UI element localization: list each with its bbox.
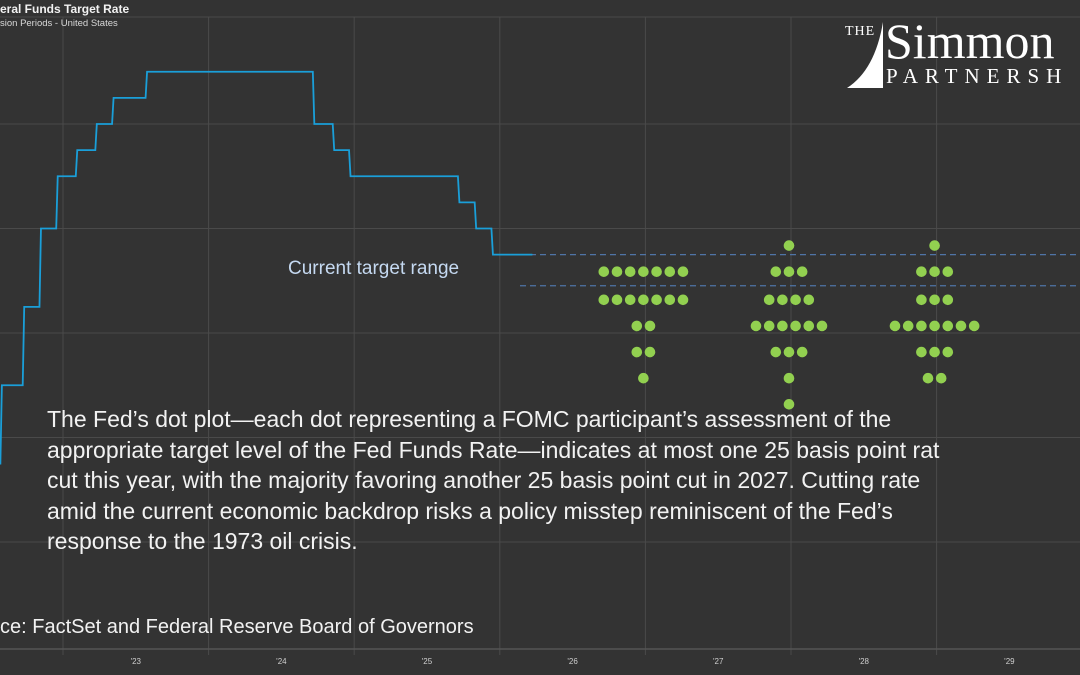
fomc-projection-dot	[922, 372, 934, 384]
fomc-projection-dot	[968, 320, 980, 332]
fomc-projection-dot	[777, 294, 788, 306]
fomc-projection-dot	[929, 346, 940, 358]
fomc-projection-dot	[783, 266, 795, 277]
chart-subtitle: sion Periods - United States	[0, 18, 118, 29]
fomc-projection-dot	[763, 320, 775, 332]
fomc-projection-dot	[935, 372, 947, 384]
x-tick-label: '29	[1004, 657, 1015, 666]
x-tick-label: '25	[422, 657, 433, 666]
x-tick-label: '23	[131, 657, 142, 666]
fomc-projection-dot	[644, 346, 656, 358]
fed-funds-rate-line	[0, 70, 533, 465]
fomc-projection-dot	[631, 346, 643, 358]
fomc-projection-dot	[638, 372, 649, 384]
fomc-projection-dot	[644, 320, 656, 332]
fomc-projection-dot	[942, 320, 954, 332]
fomc-projection-dot	[770, 346, 782, 358]
fomc-projection-dot	[677, 294, 689, 306]
fomc-projection-dot	[816, 320, 828, 332]
fomc-projection-dot	[955, 320, 967, 332]
fomc-projection-dot	[889, 320, 901, 332]
fomc-projection-dot	[783, 240, 795, 251]
fomc-projection-dot	[664, 294, 676, 306]
fomc-projection-dot	[790, 320, 801, 332]
fomc-projection-dot	[783, 372, 795, 384]
fomc-projection-dot	[916, 294, 927, 306]
source-note: ce: FactSet and Federal Reserve Board of…	[0, 616, 474, 638]
fomc-projection-dot	[677, 266, 689, 277]
paragraph-line: appropriate target level of the Fed Fund…	[47, 436, 940, 463]
paragraph-line: amid the current economic backdrop risks…	[47, 497, 893, 524]
fomc-projection-dot	[790, 294, 801, 306]
fomc-projection-dot	[664, 266, 676, 277]
current-target-range-label: Current target range	[288, 258, 460, 279]
fomc-projection-dot	[783, 346, 795, 358]
fomc-projection-dot	[916, 320, 927, 332]
fomc-projection-dot	[902, 320, 914, 332]
commentary-paragraph: The Fed’s dot plot—each dot representing…	[47, 404, 939, 557]
fomc-projection-dot	[763, 294, 775, 306]
fomc-projection-dot	[638, 266, 649, 277]
fomc-projection-dot	[929, 240, 940, 251]
fomc-projection-dot	[803, 294, 815, 306]
fomc-projection-dot	[611, 294, 623, 306]
fomc-projection-dot	[916, 266, 927, 277]
fomc-projection-dot	[651, 266, 662, 277]
fomc-projection-dot	[803, 320, 815, 332]
fomc-projection-dot	[942, 266, 954, 277]
fomc-projection-dot	[916, 346, 927, 358]
fomc-projection-dot	[750, 320, 762, 332]
x-tick-label: '24	[276, 657, 287, 666]
fomc-projection-dot	[929, 320, 940, 332]
fomc-projection-dot	[598, 294, 610, 306]
fomc-projection-dot	[611, 266, 623, 277]
fomc-projection-dot	[929, 266, 940, 277]
fomc-projection-dot	[631, 320, 643, 332]
paragraph-line: cut this year, with the majority favorin…	[47, 467, 921, 493]
fomc-projection-dot	[942, 346, 954, 358]
fomc-projection-dot	[598, 266, 610, 277]
fomc-projection-dot	[638, 294, 649, 306]
x-tick-label: '26	[567, 657, 578, 666]
chart-title: eral Funds Target Rate	[0, 2, 130, 16]
fomc-projection-dot	[942, 294, 954, 306]
fomc-projection-dot	[770, 266, 782, 277]
fomc-projection-dot	[624, 266, 636, 277]
logo-the: THE	[845, 24, 876, 39]
fomc-projection-dot	[651, 294, 662, 306]
paragraph-line: The Fed’s dot plot—each dot representing…	[47, 406, 892, 432]
fomc-projection-dot	[929, 294, 940, 306]
logo-name: Simmon	[885, 13, 1055, 69]
fomc-projection-dot	[796, 266, 808, 277]
fomc-projection-dot	[796, 346, 808, 358]
simmons-partnership-logo: THE Simmon PARTNERSH	[845, 13, 1080, 90]
fomc-projection-dot	[783, 399, 795, 410]
fomc-projection-dot	[624, 294, 636, 306]
x-tick-label: '28	[859, 657, 870, 666]
paragraph-line: response to the 1973 oil crisis.	[47, 528, 358, 554]
x-tick-label: '27	[713, 657, 724, 666]
logo-partnership: PARTNERSH	[886, 64, 1069, 88]
fomc-projection-dot	[777, 320, 788, 332]
sail-icon	[847, 22, 883, 88]
